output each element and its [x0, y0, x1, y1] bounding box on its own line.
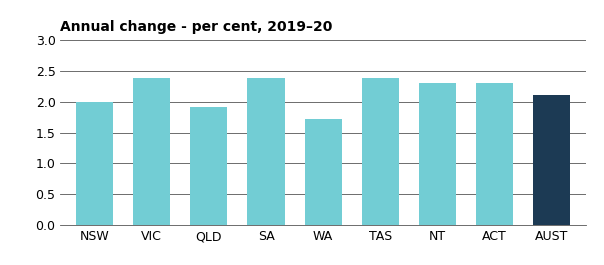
- Bar: [362, 78, 399, 225]
- Bar: [76, 101, 113, 225]
- Text: Annual change - per cent, 2019–20: Annual change - per cent, 2019–20: [60, 20, 333, 34]
- Bar: [248, 78, 284, 225]
- Bar: [304, 119, 342, 225]
- Bar: [476, 83, 513, 225]
- Bar: [419, 83, 456, 225]
- Bar: [533, 95, 570, 225]
- Bar: [133, 78, 170, 225]
- Bar: [190, 107, 228, 225]
